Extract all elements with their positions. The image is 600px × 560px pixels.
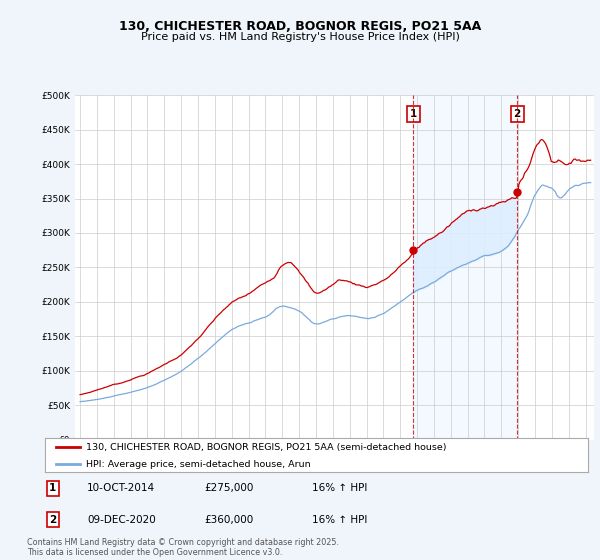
Text: £360,000: £360,000 (204, 515, 253, 525)
Bar (413, 95, 517, 440)
Text: 1: 1 (49, 483, 56, 493)
Text: 2: 2 (49, 515, 56, 525)
Text: 1: 1 (410, 109, 417, 119)
Text: HPI: Average price, semi-detached house, Arun: HPI: Average price, semi-detached house,… (86, 460, 310, 469)
Text: 10-OCT-2014: 10-OCT-2014 (87, 483, 155, 493)
Text: 130, CHICHESTER ROAD, BOGNOR REGIS, PO21 5AA (semi-detached house): 130, CHICHESTER ROAD, BOGNOR REGIS, PO21… (86, 443, 446, 452)
Text: £275,000: £275,000 (204, 483, 253, 493)
Text: 09-DEC-2020: 09-DEC-2020 (87, 515, 156, 525)
Text: 16% ↑ HPI: 16% ↑ HPI (312, 515, 367, 525)
Text: 16% ↑ HPI: 16% ↑ HPI (312, 483, 367, 493)
Text: Contains HM Land Registry data © Crown copyright and database right 2025.
This d: Contains HM Land Registry data © Crown c… (27, 538, 339, 557)
Text: 2: 2 (514, 109, 521, 119)
Text: 130, CHICHESTER ROAD, BOGNOR REGIS, PO21 5AA: 130, CHICHESTER ROAD, BOGNOR REGIS, PO21… (119, 20, 481, 32)
Text: Price paid vs. HM Land Registry's House Price Index (HPI): Price paid vs. HM Land Registry's House … (140, 32, 460, 43)
